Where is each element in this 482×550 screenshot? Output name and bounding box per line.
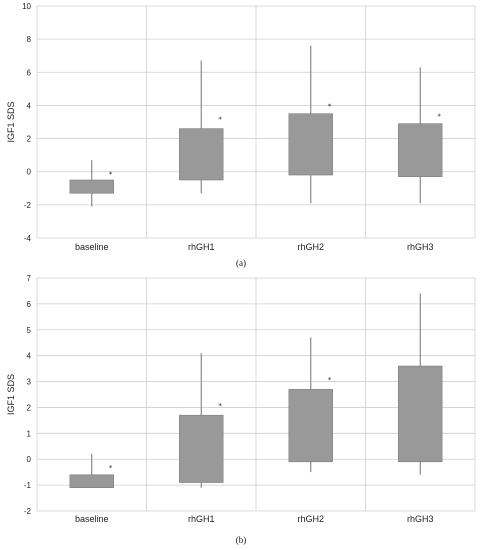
y-tick-label: 2 [27, 403, 32, 412]
y-tick-label: 2 [27, 135, 32, 144]
y-tick-label: 0 [27, 168, 32, 177]
mean-marker: * [218, 116, 222, 124]
box-rect [69, 474, 114, 488]
y-tick-label: -1 [24, 481, 32, 490]
panel-label: (b) [236, 535, 247, 545]
box-rect [179, 414, 224, 483]
box-rect [179, 128, 224, 181]
category-label: rhGH3 [407, 242, 434, 252]
mean-marker: * [437, 112, 441, 120]
y-tick-label: 6 [27, 300, 32, 309]
category-label: rhGH2 [297, 514, 324, 524]
box-rect [288, 389, 333, 463]
category-label: baseline [75, 242, 109, 252]
y-tick-label: 6 [27, 68, 32, 77]
box-rhGH2: * [288, 45, 333, 204]
mean-marker: * [328, 102, 332, 110]
y-tick-label: -2 [24, 507, 32, 516]
y-axis-label: IGF1 SDS [6, 101, 16, 142]
box-baseline: * [69, 454, 114, 488]
chart-panel-a: -4 -2 0 2 4 6 8 10 * * * * baseline rhGH1 rhGH2 rhGH3 IG… [6, 2, 476, 268]
y-tick-label: 8 [27, 35, 32, 44]
box-rect [398, 123, 443, 177]
category-label: rhGH3 [407, 514, 434, 524]
category-label: rhGH2 [297, 242, 324, 252]
mean-marker: * [328, 376, 332, 384]
y-tick-label: 1 [27, 429, 32, 438]
mean-marker: * [109, 464, 113, 472]
category-label: baseline [75, 514, 109, 524]
y-tick-label: -2 [24, 201, 32, 210]
y-tick-label: 4 [27, 352, 32, 361]
y-tick-label: 3 [27, 378, 32, 387]
y-axis-label: IGF1 SDS [6, 374, 16, 415]
panel-label: (a) [236, 258, 246, 268]
y-tick-label: 4 [27, 101, 32, 110]
mean-marker: * [109, 170, 113, 178]
box-rhGH1: * [179, 353, 224, 488]
category-label: rhGH1 [188, 514, 215, 524]
box-rect [69, 179, 114, 194]
box-baseline: * [69, 160, 114, 207]
box-rect [398, 365, 443, 463]
mean-marker: * [218, 402, 222, 410]
box-rhGH1: * [179, 60, 224, 194]
box-rhGH3 [398, 293, 443, 475]
box-rect [288, 113, 333, 176]
y-tick-label: -4 [24, 234, 32, 243]
chart-panel-b: -2 -1 0 1 2 3 4 5 6 7 * * * baseline rhGH1 rhGH2 rhGH3 IG… [6, 274, 476, 545]
y-tick-label: 5 [27, 326, 32, 335]
box-rhGH2: * [288, 337, 333, 473]
y-tick-label: 7 [27, 274, 32, 283]
category-label: rhGH1 [188, 242, 215, 252]
box-rhGH3: * [398, 67, 443, 204]
y-tick-label: 10 [22, 2, 31, 11]
y-tick-label: 0 [27, 455, 32, 464]
